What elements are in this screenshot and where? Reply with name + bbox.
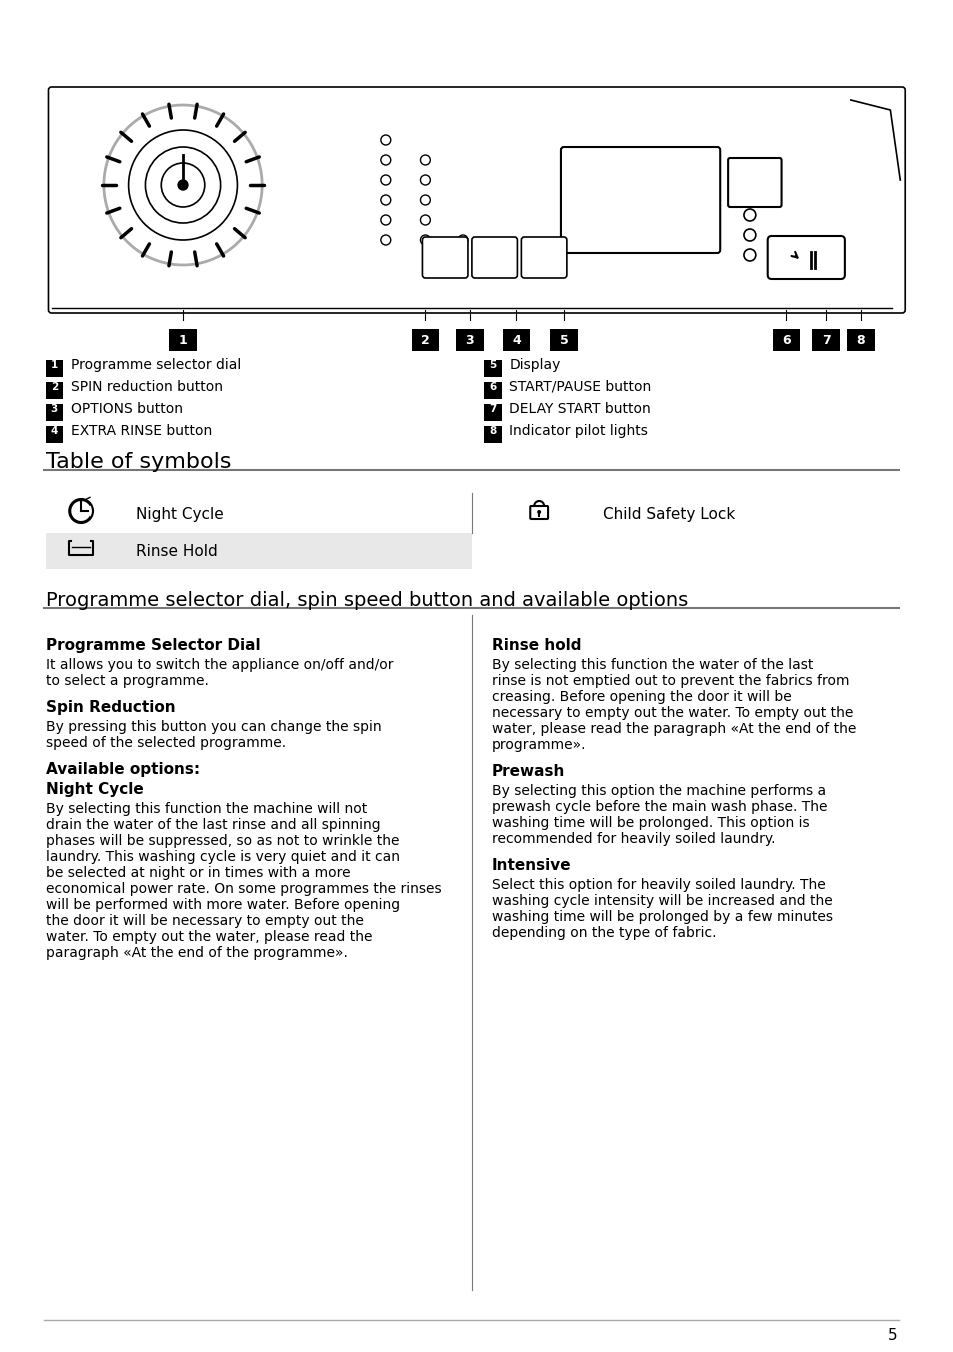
FancyBboxPatch shape: [550, 329, 578, 352]
Text: washing time will be prolonged. This option is: washing time will be prolonged. This opt…: [491, 817, 808, 830]
Bar: [484, 495, 897, 531]
Text: programme».: programme».: [491, 738, 585, 752]
Text: 5: 5: [489, 360, 496, 370]
Text: Spin Reduction: Spin Reduction: [47, 700, 176, 715]
Text: economical power rate. On some programmes the rinses: economical power rate. On some programme…: [47, 882, 441, 896]
Text: 3: 3: [465, 334, 474, 346]
Text: Intensive: Intensive: [491, 859, 571, 873]
Text: necessary to empty out the water. To empty out the: necessary to empty out the water. To emp…: [491, 706, 852, 721]
FancyBboxPatch shape: [46, 404, 63, 420]
Text: phases will be suppressed, so as not to wrinkle the: phases will be suppressed, so as not to …: [47, 834, 399, 848]
Text: SPIN reduction button: SPIN reduction button: [71, 380, 223, 393]
Text: By pressing this button you can change the spin: By pressing this button you can change t…: [47, 721, 382, 734]
Text: washing cycle intensity will be increased and the: washing cycle intensity will be increase…: [491, 894, 832, 909]
Text: By selecting this function the machine will not: By selecting this function the machine w…: [47, 802, 367, 817]
Text: depending on the type of fabric.: depending on the type of fabric.: [491, 926, 716, 940]
Text: rinse is not emptied out to prevent the fabrics from: rinse is not emptied out to prevent the …: [491, 675, 848, 688]
FancyBboxPatch shape: [521, 237, 566, 279]
FancyBboxPatch shape: [456, 329, 483, 352]
Text: Available options:: Available options:: [47, 763, 200, 777]
FancyBboxPatch shape: [483, 383, 501, 399]
Text: Programme selector dial: Programme selector dial: [71, 358, 241, 372]
Text: washing time will be prolonged by a few minutes: washing time will be prolonged by a few …: [491, 910, 832, 923]
Text: creasing. Before opening the door it will be: creasing. Before opening the door it wil…: [491, 690, 791, 704]
Text: By selecting this option the machine performs a: By selecting this option the machine per…: [491, 784, 825, 798]
FancyBboxPatch shape: [49, 87, 904, 314]
FancyBboxPatch shape: [530, 506, 548, 519]
Text: Night Cycle: Night Cycle: [135, 507, 223, 522]
Text: It allows you to switch the appliance on/off and/or: It allows you to switch the appliance on…: [47, 658, 394, 672]
Text: prewash cycle before the main wash phase. The: prewash cycle before the main wash phase…: [491, 800, 826, 814]
FancyBboxPatch shape: [46, 383, 63, 399]
Text: the door it will be necessary to empty out the: the door it will be necessary to empty o…: [47, 914, 364, 927]
Bar: [47, 533, 472, 569]
Bar: [47, 495, 472, 531]
Text: 7: 7: [489, 404, 496, 414]
Text: 4: 4: [512, 334, 520, 346]
Text: 5: 5: [886, 1328, 897, 1343]
Text: Programme Selector Dial: Programme Selector Dial: [47, 638, 261, 653]
FancyBboxPatch shape: [560, 147, 720, 253]
Text: 1: 1: [178, 334, 187, 346]
FancyBboxPatch shape: [483, 426, 501, 443]
Text: 7: 7: [821, 334, 829, 346]
Text: laundry. This washing cycle is very quiet and it can: laundry. This washing cycle is very quie…: [47, 850, 400, 864]
Text: 8: 8: [856, 334, 864, 346]
Text: recommended for heavily soiled laundry.: recommended for heavily soiled laundry.: [491, 831, 775, 846]
Text: Indicator pilot lights: Indicator pilot lights: [509, 425, 648, 438]
FancyBboxPatch shape: [422, 237, 468, 279]
FancyBboxPatch shape: [727, 158, 781, 207]
FancyBboxPatch shape: [846, 329, 874, 352]
Text: 1: 1: [51, 360, 58, 370]
FancyBboxPatch shape: [411, 329, 438, 352]
Text: 3: 3: [51, 404, 58, 414]
Text: Display: Display: [509, 358, 560, 372]
Text: Table of symbols: Table of symbols: [47, 452, 232, 472]
Text: 8: 8: [489, 426, 496, 435]
Text: 5: 5: [559, 334, 568, 346]
FancyBboxPatch shape: [483, 360, 501, 377]
Circle shape: [537, 510, 540, 514]
FancyBboxPatch shape: [46, 360, 63, 377]
Text: 6: 6: [489, 383, 496, 392]
Text: By selecting this function the water of the last: By selecting this function the water of …: [491, 658, 812, 672]
Text: DELAY START button: DELAY START button: [509, 402, 651, 416]
Text: START/PAUSE button: START/PAUSE button: [509, 380, 651, 393]
Text: Night Cycle: Night Cycle: [47, 781, 144, 796]
Text: 2: 2: [420, 334, 430, 346]
Text: to select a programme.: to select a programme.: [47, 675, 209, 688]
Text: speed of the selected programme.: speed of the selected programme.: [47, 735, 286, 750]
Circle shape: [178, 180, 188, 191]
FancyBboxPatch shape: [772, 329, 800, 352]
Text: be selected at night or in times with a more: be selected at night or in times with a …: [47, 867, 351, 880]
Text: Rinse Hold: Rinse Hold: [135, 545, 217, 560]
Text: Prewash: Prewash: [491, 764, 564, 779]
FancyBboxPatch shape: [46, 426, 63, 443]
Text: drain the water of the last rinse and all spinning: drain the water of the last rinse and al…: [47, 818, 380, 831]
Text: 6: 6: [781, 334, 790, 346]
Text: 4: 4: [51, 426, 58, 435]
Text: Child Safety Lock: Child Safety Lock: [603, 507, 735, 522]
Text: water. To empty out the water, please read the: water. To empty out the water, please re…: [47, 930, 373, 944]
Text: EXTRA RINSE button: EXTRA RINSE button: [71, 425, 213, 438]
Text: paragraph «At the end of the programme».: paragraph «At the end of the programme».: [47, 946, 348, 960]
Text: will be performed with more water. Before opening: will be performed with more water. Befor…: [47, 898, 400, 913]
FancyBboxPatch shape: [811, 329, 839, 352]
Text: water, please read the paragraph «At the end of the: water, please read the paragraph «At the…: [491, 722, 855, 735]
FancyBboxPatch shape: [502, 329, 530, 352]
Text: Select this option for heavily soiled laundry. The: Select this option for heavily soiled la…: [491, 877, 824, 892]
FancyBboxPatch shape: [472, 237, 517, 279]
FancyBboxPatch shape: [169, 329, 196, 352]
FancyBboxPatch shape: [767, 237, 844, 279]
Text: Rinse hold: Rinse hold: [491, 638, 580, 653]
FancyBboxPatch shape: [483, 404, 501, 420]
Text: OPTIONS button: OPTIONS button: [71, 402, 183, 416]
Text: Programme selector dial, spin speed button and available options: Programme selector dial, spin speed butt…: [47, 591, 688, 610]
Text: 2: 2: [51, 383, 58, 392]
